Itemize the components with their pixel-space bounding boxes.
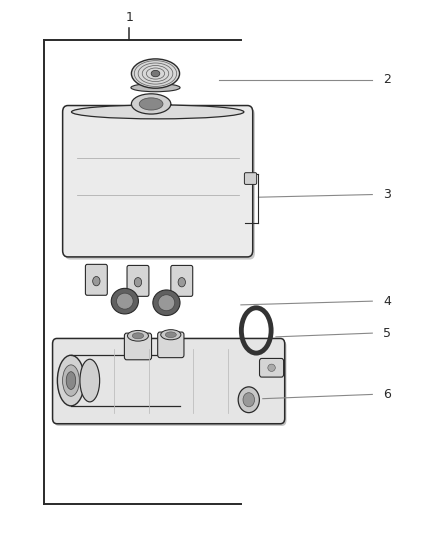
Text: MIN: MIN <box>130 182 143 188</box>
Text: 6: 6 <box>383 388 391 401</box>
FancyBboxPatch shape <box>158 332 184 358</box>
Text: 1: 1 <box>125 11 133 24</box>
Text: 4: 4 <box>383 295 391 308</box>
FancyBboxPatch shape <box>85 264 107 295</box>
FancyBboxPatch shape <box>259 358 284 377</box>
Ellipse shape <box>238 387 259 413</box>
Ellipse shape <box>131 94 171 114</box>
Ellipse shape <box>71 105 244 119</box>
Ellipse shape <box>161 329 181 340</box>
Ellipse shape <box>243 393 254 407</box>
FancyBboxPatch shape <box>54 341 286 426</box>
Ellipse shape <box>63 365 79 396</box>
Ellipse shape <box>80 359 99 402</box>
Ellipse shape <box>93 277 100 286</box>
FancyBboxPatch shape <box>65 108 255 260</box>
Ellipse shape <box>139 98 163 110</box>
Ellipse shape <box>166 332 176 337</box>
Text: 2: 2 <box>383 74 391 86</box>
Ellipse shape <box>153 290 180 316</box>
Ellipse shape <box>131 59 180 88</box>
Ellipse shape <box>178 278 185 287</box>
FancyBboxPatch shape <box>63 106 253 257</box>
Ellipse shape <box>151 70 160 77</box>
Ellipse shape <box>131 84 180 92</box>
Ellipse shape <box>117 293 133 309</box>
Ellipse shape <box>132 333 144 339</box>
Ellipse shape <box>268 364 276 372</box>
Ellipse shape <box>66 372 76 390</box>
Ellipse shape <box>158 295 175 311</box>
Ellipse shape <box>127 330 148 341</box>
Ellipse shape <box>134 278 141 287</box>
FancyBboxPatch shape <box>53 338 285 424</box>
Ellipse shape <box>111 288 138 314</box>
FancyBboxPatch shape <box>124 333 152 360</box>
Text: MAX: MAX <box>128 143 144 149</box>
Text: 3: 3 <box>383 188 391 201</box>
FancyBboxPatch shape <box>127 265 149 296</box>
Text: 5: 5 <box>383 327 391 340</box>
FancyBboxPatch shape <box>171 265 193 296</box>
FancyBboxPatch shape <box>244 173 257 184</box>
Ellipse shape <box>57 356 85 406</box>
